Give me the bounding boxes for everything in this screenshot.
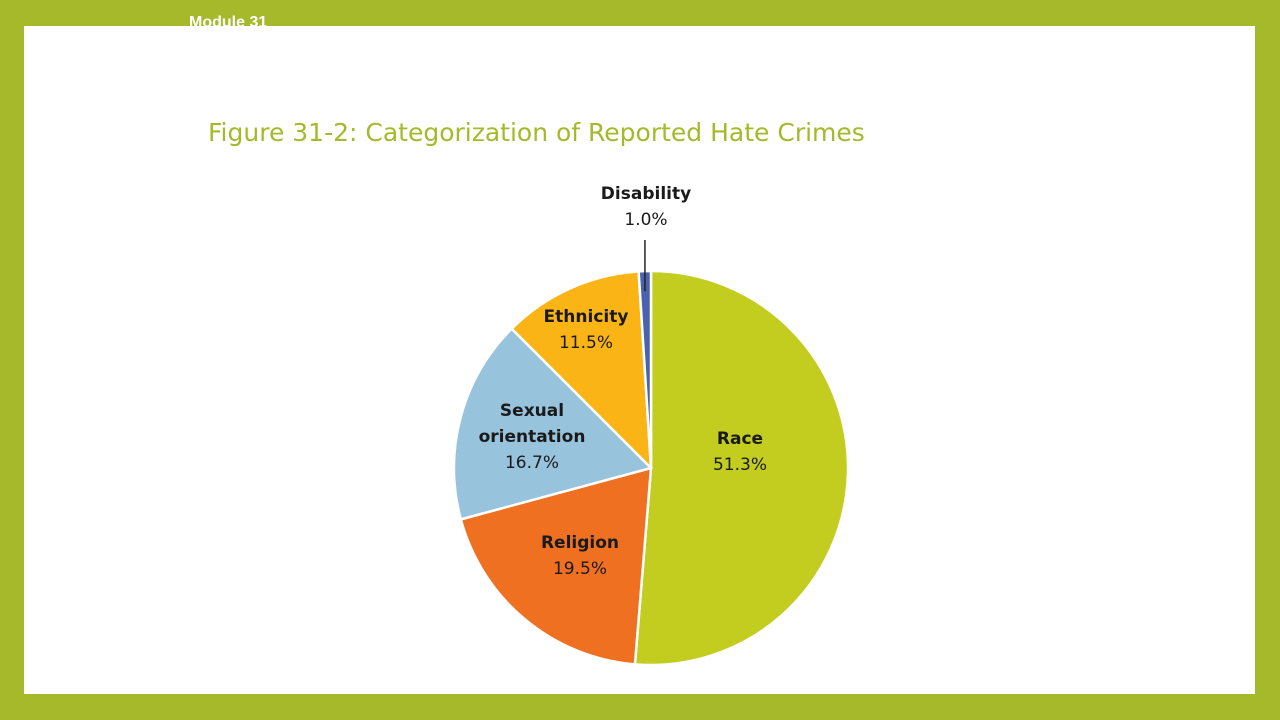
slice-label-religion: Religion 19.5%: [541, 533, 619, 579]
slice-name-ethnicity: Ethnicity: [544, 307, 629, 327]
slice-name-sexual-orientation-1: Sexual: [500, 401, 564, 421]
pie-slice-religion: [459, 466, 653, 666]
slice-label-disability: Disability 1.0%: [601, 184, 691, 230]
pie-slice-sexual-orientation: [452, 327, 653, 521]
slice-label-sexual-orientation: Sexual orientation 16.7%: [479, 401, 586, 473]
slice-value-sexual-orientation: 16.7%: [505, 453, 559, 473]
slice-value-ethnicity: 11.5%: [559, 333, 613, 353]
slice-value-race: 51.3%: [713, 455, 767, 475]
slice-name-disability: Disability: [601, 184, 691, 204]
pie-slice-ethnicity: [510, 270, 653, 470]
slice-value-religion: 19.5%: [553, 559, 607, 579]
pie-slice-race: [633, 269, 850, 667]
slice-label-race: Race 51.3%: [713, 429, 767, 475]
slide-title: Figure 31-2: Categorization of Reported …: [208, 118, 865, 147]
slice-name-sexual-orientation-2: orientation: [479, 427, 586, 447]
slice-value-disability: 1.0%: [624, 210, 667, 230]
slice-name-religion: Religion: [541, 533, 619, 553]
module-label: Module 31: [189, 14, 268, 26]
slice-label-ethnicity: Ethnicity 11.5%: [544, 307, 629, 353]
slice-name-race: Race: [717, 429, 763, 449]
